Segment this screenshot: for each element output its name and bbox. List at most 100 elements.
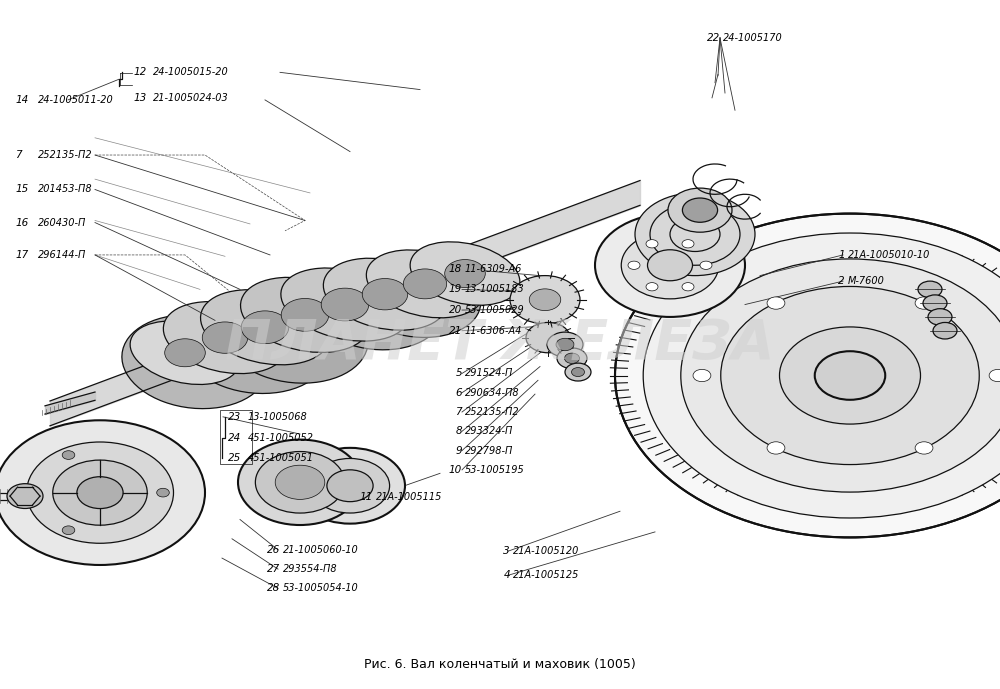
Text: 27: 27	[267, 564, 280, 574]
Circle shape	[646, 282, 658, 291]
Circle shape	[281, 298, 329, 331]
Circle shape	[547, 332, 583, 357]
Circle shape	[62, 451, 75, 460]
Circle shape	[700, 261, 712, 269]
Circle shape	[510, 276, 580, 324]
Circle shape	[565, 363, 591, 381]
Circle shape	[923, 295, 947, 311]
Circle shape	[7, 484, 43, 508]
Text: 290634-П8: 290634-П8	[465, 388, 520, 398]
Text: 21А-1005115: 21А-1005115	[376, 493, 442, 502]
Circle shape	[681, 259, 1000, 492]
Circle shape	[238, 440, 362, 525]
Circle shape	[526, 322, 570, 353]
Circle shape	[646, 240, 658, 248]
Text: 19: 19	[449, 285, 462, 294]
Text: 451-1005051: 451-1005051	[248, 453, 314, 463]
Circle shape	[241, 311, 289, 344]
Ellipse shape	[410, 242, 520, 305]
Text: 7: 7	[455, 407, 462, 417]
Circle shape	[202, 322, 248, 353]
Text: 4: 4	[503, 570, 510, 580]
Circle shape	[157, 489, 169, 497]
Text: 1: 1	[838, 250, 845, 260]
Circle shape	[918, 281, 942, 298]
Text: 9: 9	[455, 446, 462, 455]
Text: 201453-П8: 201453-П8	[38, 185, 93, 194]
Text: 11-6306-А4: 11-6306-А4	[465, 326, 522, 336]
Text: 16: 16	[15, 218, 28, 227]
Text: 11-6309-А6: 11-6309-А6	[465, 264, 522, 274]
Ellipse shape	[130, 321, 240, 384]
Circle shape	[362, 278, 408, 310]
Text: 2: 2	[838, 276, 845, 286]
Text: 23: 23	[228, 412, 241, 422]
Circle shape	[767, 297, 785, 309]
Circle shape	[529, 289, 561, 311]
Text: 293554-П8: 293554-П8	[283, 564, 338, 574]
Text: 21-1005060-10: 21-1005060-10	[283, 545, 359, 555]
Text: 21-1005024-03: 21-1005024-03	[153, 93, 229, 103]
Circle shape	[682, 282, 694, 291]
Text: 451-1005052: 451-1005052	[248, 433, 314, 442]
Circle shape	[915, 297, 933, 309]
Text: 3: 3	[503, 546, 510, 556]
Ellipse shape	[366, 250, 484, 318]
Circle shape	[815, 351, 885, 400]
Circle shape	[595, 214, 745, 317]
Circle shape	[275, 465, 325, 500]
Text: 20: 20	[449, 305, 462, 315]
Text: 291524-П: 291524-П	[465, 369, 513, 378]
Circle shape	[572, 368, 584, 376]
Circle shape	[670, 217, 720, 251]
Circle shape	[26, 442, 174, 543]
Circle shape	[643, 233, 1000, 518]
Text: 22: 22	[707, 33, 720, 43]
Circle shape	[445, 260, 485, 287]
Circle shape	[255, 451, 345, 513]
Text: 25: 25	[228, 453, 241, 463]
Text: ПЛАНЕТ ЖЕЛЕЗА: ПЛАНЕТ ЖЕЛЕЗА	[225, 318, 775, 371]
Circle shape	[650, 203, 740, 265]
Circle shape	[62, 526, 75, 535]
Circle shape	[721, 287, 979, 464]
Text: 53-1005195: 53-1005195	[465, 465, 525, 475]
Text: 10: 10	[449, 465, 462, 475]
Text: 21А-1005120: 21А-1005120	[513, 546, 579, 556]
Text: 293324-П: 293324-П	[465, 426, 513, 436]
Ellipse shape	[201, 290, 329, 364]
Circle shape	[53, 460, 147, 525]
Text: 7: 7	[15, 150, 22, 160]
Circle shape	[682, 198, 718, 223]
Text: 21А-1005010-10: 21А-1005010-10	[848, 250, 930, 260]
Ellipse shape	[307, 263, 443, 350]
Circle shape	[668, 188, 732, 232]
Text: 14: 14	[15, 95, 28, 105]
Circle shape	[403, 269, 447, 299]
Circle shape	[928, 309, 952, 325]
Ellipse shape	[323, 258, 447, 330]
Text: 15: 15	[15, 185, 28, 194]
Text: 12: 12	[133, 68, 146, 77]
Ellipse shape	[122, 315, 268, 409]
Circle shape	[557, 348, 587, 369]
Text: 26: 26	[267, 545, 280, 555]
Circle shape	[295, 448, 405, 524]
Circle shape	[564, 353, 580, 364]
Text: 296144-П: 296144-П	[38, 250, 86, 260]
Circle shape	[682, 240, 694, 248]
Text: 11: 11	[360, 493, 373, 502]
Circle shape	[77, 477, 123, 508]
Circle shape	[989, 369, 1000, 382]
Circle shape	[621, 232, 719, 299]
Circle shape	[0, 420, 205, 565]
Text: 24: 24	[228, 433, 241, 442]
Text: 21А-1005125: 21А-1005125	[513, 570, 579, 580]
Ellipse shape	[163, 302, 287, 373]
Text: 53-1005029: 53-1005029	[465, 305, 525, 315]
Text: 17: 17	[15, 250, 28, 260]
Circle shape	[693, 369, 711, 382]
Text: 13-1005183: 13-1005183	[465, 285, 525, 294]
Text: 18: 18	[449, 264, 462, 274]
Ellipse shape	[349, 255, 481, 338]
